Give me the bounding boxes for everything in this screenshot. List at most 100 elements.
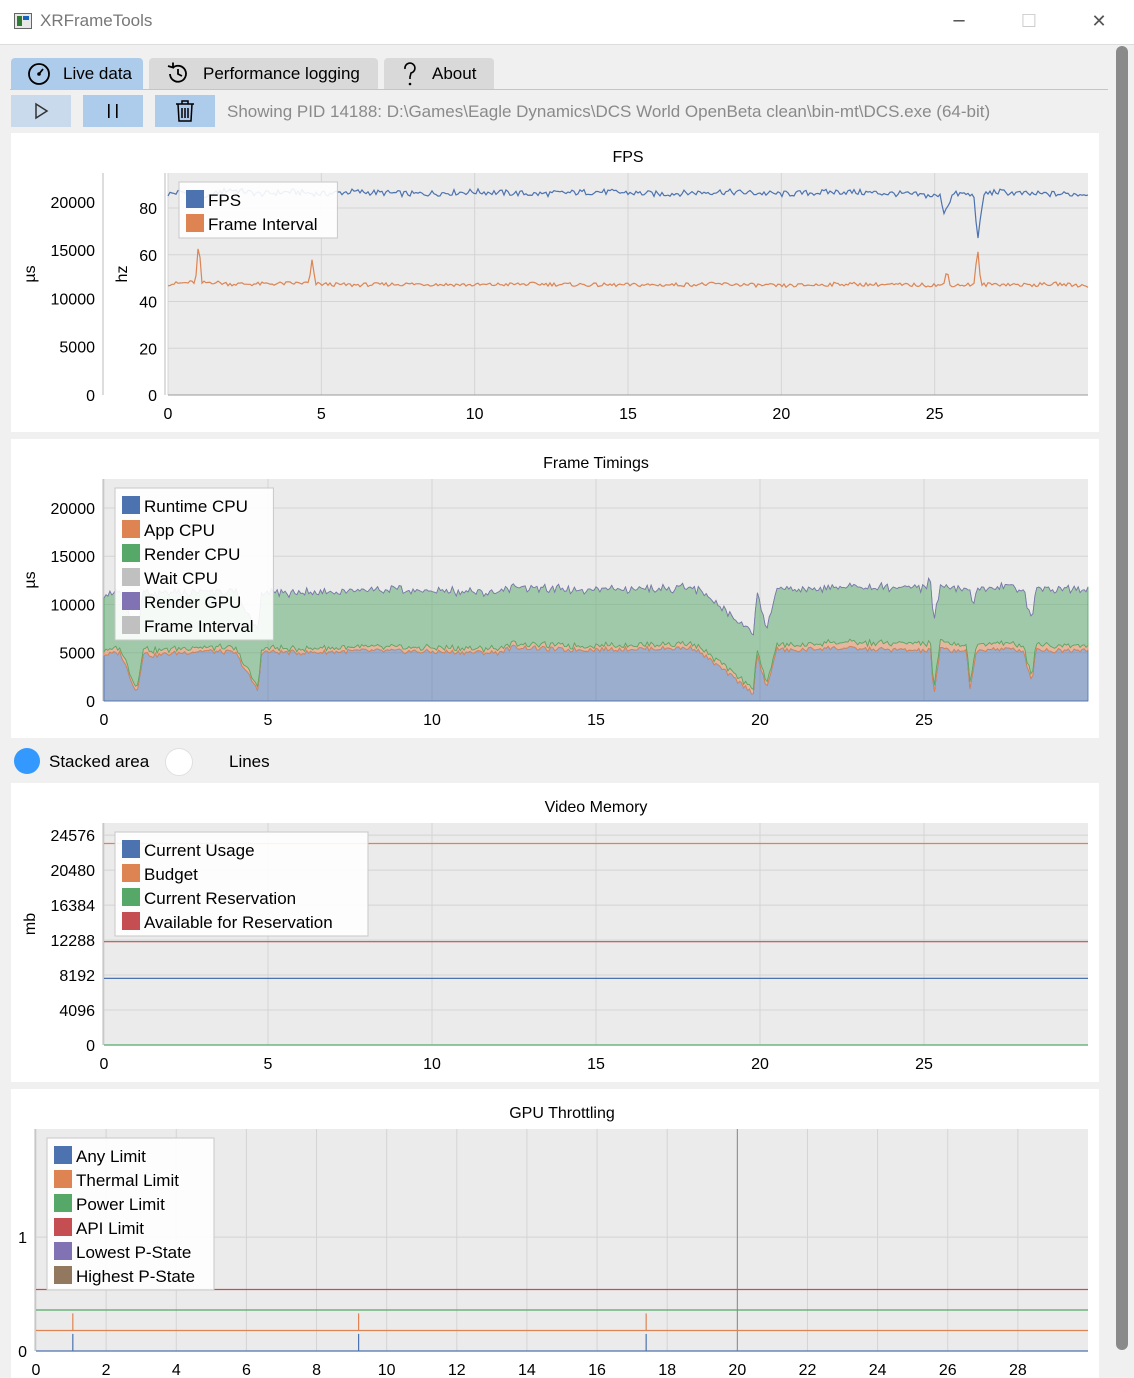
app-icon <box>14 13 32 29</box>
history-icon <box>167 62 187 83</box>
x-tick-label: 15 <box>587 712 605 729</box>
gpu-throttling-chart-panel: GPU Throttling 0 1 0 2 4 6 8 10 12 14 16 18 20 22 24 26 2… <box>11 1089 1099 1378</box>
x-tick-label: 10 <box>423 712 441 729</box>
legend-swatch <box>54 1266 72 1284</box>
fps-chart[interactable]: FPS 0 5000 10000 15000 20000 µs 0 20 40 60 80 hz 0 5 10… <box>11 133 1099 432</box>
minimize-button[interactable]: ─ <box>953 11 965 32</box>
legend-swatch <box>54 1194 72 1212</box>
fps-chart-panel: FPS 0 5000 10000 15000 20000 µs 0 20 40 60 80 hz 0 5 10… <box>11 133 1099 432</box>
legend-box <box>114 831 369 937</box>
tab-bar: Live data Performance logging About <box>10 56 1108 90</box>
clear-button[interactable] <box>155 95 215 127</box>
frame-timings-chart-panel: Frame Timings 0 5000 10000 15000 20000 µs 0 5 10 1… <box>11 439 1099 738</box>
x-tick-label: 8 <box>312 1362 321 1378</box>
y-tick-label: 40 <box>139 295 157 312</box>
legend-swatch <box>54 1218 72 1236</box>
x-tick-label: 14 <box>518 1362 536 1378</box>
speedometer-icon <box>28 62 50 85</box>
x-tick-label: 25 <box>926 406 944 423</box>
legend-box <box>114 487 274 641</box>
tab-performance-logging[interactable]: Performance logging <box>149 58 378 89</box>
legend-swatch <box>122 592 140 610</box>
x-tick-label: 20 <box>751 1056 769 1073</box>
legend-box <box>178 181 338 239</box>
x-tick-label: 26 <box>939 1362 957 1378</box>
scrollbar-thumb[interactable] <box>1116 46 1128 1350</box>
legend-swatch <box>186 214 204 232</box>
y-tick-label: 0 <box>148 388 157 405</box>
y-tick-label: 1 <box>18 1230 27 1247</box>
y-tick-label: 60 <box>139 248 157 265</box>
legend-label: Budget <box>144 865 198 884</box>
legend-swatch <box>122 840 140 858</box>
legend-label: App CPU <box>144 521 215 540</box>
x-tick-label: 5 <box>317 406 326 423</box>
x-tick-label: 5 <box>264 1056 273 1073</box>
stacked-area-radio[interactable] <box>14 748 40 774</box>
chart-title: Frame Timings <box>543 455 649 472</box>
y-tick-label: 4096 <box>59 1003 95 1020</box>
x-tick-label: 2 <box>102 1362 111 1378</box>
tab-live-data[interactable]: Live data <box>11 58 143 89</box>
legend-swatch <box>54 1146 72 1164</box>
pause-icon <box>108 104 118 118</box>
legend-swatch <box>122 544 140 562</box>
y-tick-label: 10000 <box>51 597 96 614</box>
legend-label: Available for Reservation <box>144 913 333 932</box>
legend-label: Current Usage <box>144 841 255 860</box>
frame-timings-chart[interactable]: Frame Timings 0 5000 10000 15000 20000 µs 0 5 10 1… <box>11 439 1099 738</box>
x-tick-label: 20 <box>772 406 790 423</box>
y-tick-label: 10000 <box>51 291 96 308</box>
y-tick-label: 16384 <box>51 898 96 915</box>
chart-title: Video Memory <box>545 799 648 816</box>
y-tick-label: 80 <box>139 201 157 218</box>
x-tick-label: 0 <box>164 406 173 423</box>
y-tick-label: 0 <box>86 1038 95 1055</box>
x-tick-label: 4 <box>172 1362 181 1378</box>
x-tick-label: 20 <box>751 712 769 729</box>
lines-radio[interactable] <box>165 748 193 776</box>
maximize-button[interactable]: ☐ <box>1020 11 1038 32</box>
y-axis-label: µs <box>22 265 39 282</box>
legend-label: Any Limit <box>76 1147 146 1166</box>
y-tick-label: 15000 <box>51 243 96 260</box>
trash-icon <box>176 100 194 122</box>
x-tick-label: 12 <box>448 1362 466 1378</box>
legend-swatch <box>122 520 140 538</box>
play-icon <box>35 102 49 120</box>
legend-label: Thermal Limit <box>76 1171 179 1190</box>
video-memory-chart-panel: Video Memory 0 4096 8192 12288 16384 20480 2457… <box>11 783 1099 1082</box>
legend-label: API Limit <box>76 1219 144 1238</box>
play-button[interactable] <box>11 95 71 127</box>
legend-label: Current Reservation <box>144 889 296 908</box>
legend-box <box>46 1137 215 1291</box>
x-tick-label: 22 <box>799 1362 817 1378</box>
tab-label: Performance logging <box>203 63 360 83</box>
tab-about[interactable]: About <box>384 58 494 89</box>
legend-label: Highest P-State <box>76 1267 195 1286</box>
y-tick-label: 20 <box>139 341 157 358</box>
legend-swatch <box>54 1170 72 1188</box>
tab-label: About <box>432 63 477 83</box>
legend-label: Frame Interval <box>144 617 254 636</box>
legend-swatch <box>122 568 140 586</box>
y-tick-label: 0 <box>18 1344 27 1361</box>
x-tick-label: 5 <box>264 712 273 729</box>
y-tick-label: 20000 <box>51 501 96 518</box>
window-title: XRFrameTools <box>40 11 153 30</box>
vertical-scrollbar[interactable] <box>1112 46 1134 1378</box>
legend-swatch <box>122 912 140 930</box>
x-tick-label: 0 <box>100 1056 109 1073</box>
pause-button[interactable] <box>83 95 143 127</box>
legend-label: Frame Interval <box>208 215 318 234</box>
video-memory-chart[interactable]: Video Memory 0 4096 8192 12288 16384 20480 2457… <box>11 783 1099 1082</box>
legend-swatch <box>186 190 204 208</box>
close-button[interactable]: ✕ <box>1091 11 1107 32</box>
y-tick-label: 20000 <box>51 195 96 212</box>
x-tick-label: 18 <box>658 1362 676 1378</box>
y-axis-label: µs <box>22 571 39 588</box>
y-tick-label: 5000 <box>59 646 95 663</box>
x-tick-label: 10 <box>423 1056 441 1073</box>
legend-label: Wait CPU <box>144 569 218 588</box>
